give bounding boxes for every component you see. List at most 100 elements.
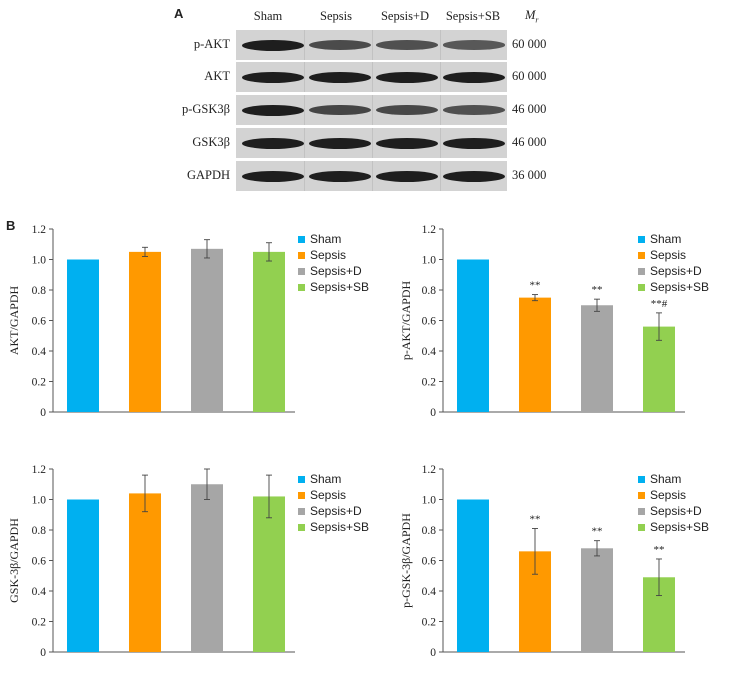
bar-sepsis-d xyxy=(191,248,223,412)
bar-sepsis-sb xyxy=(643,326,675,412)
mw-label: 60 000 xyxy=(512,69,547,83)
chart-gsk3b-gapdh: 0 0.2 0.4 0.6 0.8 1.0 1.2 GSK-3β/GAPDH Sham Sepsi… xyxy=(0,462,369,677)
legend-item: Sham xyxy=(638,231,709,247)
legend-swatch xyxy=(638,491,645,499)
y-tick-label: 0.2 xyxy=(422,617,437,629)
legend-label: Sepsis+D xyxy=(310,264,362,278)
legend-label: Sham xyxy=(650,232,682,246)
legend-swatch xyxy=(298,235,305,243)
lane-header-sepsis-sb: Sepsis+SB xyxy=(445,9,501,23)
legend: Sham Sepsis Sepsis+D Sepsis+SB xyxy=(638,231,709,295)
y-tick-label: 0.8 xyxy=(32,525,47,537)
legend-item: Sham xyxy=(298,471,369,487)
blot-row-gapdh xyxy=(236,161,507,191)
bar-sepsis-d xyxy=(581,305,613,412)
chart-svg: 0 0.2 0.4 0.6 0.8 1.0 1.2 xyxy=(32,464,295,659)
legend-label: Sham xyxy=(650,472,682,486)
legend-swatch xyxy=(298,475,305,483)
legend-label: Sepsis+SB xyxy=(310,520,370,534)
y-tick-label: 0.6 xyxy=(32,556,47,568)
significance-marker: ** xyxy=(530,513,541,525)
y-tick-label: 0.8 xyxy=(422,285,437,297)
bar-sepsis xyxy=(129,493,161,652)
significance-marker: ** xyxy=(530,280,541,292)
y-tick-label: 0.2 xyxy=(422,377,437,389)
chart-svg: 0 0.2 0.4 0.6 0.8 1.0 1.2 xyxy=(32,224,295,419)
bar-sepsis-d xyxy=(581,548,613,652)
legend-item: Sepsis+D xyxy=(298,263,369,279)
mw-label: 46 000 xyxy=(512,135,547,149)
legend-swatch xyxy=(298,267,305,275)
legend-swatch xyxy=(638,507,645,515)
y-tick-label: 0.2 xyxy=(32,617,47,629)
legend-swatch xyxy=(638,475,645,483)
significance-marker: **# xyxy=(651,298,668,310)
legend-swatch xyxy=(298,251,305,259)
legend-item: Sepsis+SB xyxy=(638,519,709,535)
legend-label: Sepsis xyxy=(650,488,687,502)
legend-swatch xyxy=(638,235,645,243)
protein-label: p-AKT xyxy=(193,37,230,51)
blot-row-p-akt xyxy=(236,30,507,60)
band-sepsis-sb xyxy=(443,40,505,50)
bar-sham xyxy=(457,499,489,652)
protein-label: GSK3β xyxy=(192,135,230,149)
panel-b-label: B xyxy=(6,218,16,233)
y-tick-label: 1.2 xyxy=(32,464,47,476)
band-sham xyxy=(242,170,304,182)
y-tick-label: 1.2 xyxy=(422,224,437,236)
panel-a-label: A xyxy=(174,6,184,21)
legend-swatch xyxy=(298,523,305,531)
y-tick-label: 0 xyxy=(40,647,46,659)
mw-label: 60 000 xyxy=(512,37,547,51)
legend-item: Sham xyxy=(638,471,709,487)
y-tick-label: 0.2 xyxy=(32,377,47,389)
legend-label: Sepsis+SB xyxy=(310,280,370,294)
legend-item: Sepsis+D xyxy=(638,263,709,279)
legend-swatch xyxy=(638,267,645,275)
y-tick-label: 1.2 xyxy=(422,464,437,476)
y-axis-label: AKT/GAPDH xyxy=(6,285,21,356)
bar-sepsis xyxy=(129,251,161,412)
y-tick-label: 0 xyxy=(430,647,436,659)
blot-row-gsk3- xyxy=(236,128,507,158)
y-axis-label: GSK-3β/GAPDH xyxy=(6,518,21,603)
chart-akt-gapdh: 0 0.2 0.4 0.6 0.8 1.0 1.2 AKT/GAPDH Sham Sepsis Se… xyxy=(0,222,369,437)
legend-label: Sepsis xyxy=(650,248,687,262)
significance-marker: ** xyxy=(654,544,665,556)
legend-item: Sepsis+SB xyxy=(298,519,369,535)
mw-label: 46 000 xyxy=(512,102,547,116)
band-sepsis-d xyxy=(376,137,438,149)
legend-label: Sham xyxy=(310,472,342,486)
legend-item: Sepsis xyxy=(638,487,709,503)
legend-swatch xyxy=(638,283,645,291)
y-tick-label: 1.0 xyxy=(32,495,47,507)
y-tick-label: 1.0 xyxy=(422,495,437,507)
bar-sepsis-sb xyxy=(253,251,285,412)
y-tick-label: 0.4 xyxy=(422,586,437,598)
legend-swatch xyxy=(638,523,645,531)
y-tick-label: 1.0 xyxy=(422,255,437,267)
legend-label: Sepsis xyxy=(310,248,347,262)
legend-item: Sepsis+D xyxy=(298,503,369,519)
y-axis-label: p-GSK-3β/GAPDH xyxy=(398,513,413,608)
band-sepsis xyxy=(309,104,371,116)
legend: Sham Sepsis Sepsis+D Sepsis+SB xyxy=(298,231,369,295)
y-tick-label: 0.6 xyxy=(32,316,47,328)
chart-p-akt-gapdh: 0 0.2 0.4 0.6 0.8 1.0 1.2 ** ** **# p-AKT/GAPDH Sha… xyxy=(370,222,730,437)
legend-item: Sepsis+D xyxy=(638,503,709,519)
legend-label: Sepsis xyxy=(310,488,347,502)
y-tick-label: 0.6 xyxy=(422,316,437,328)
blot-row-akt xyxy=(236,62,507,92)
y-tick-label: 0.8 xyxy=(422,525,437,537)
band-sepsis xyxy=(309,40,371,50)
lane-header-sepsis: Sepsis xyxy=(320,9,352,23)
legend-item: Sepsis xyxy=(298,247,369,263)
band-sepsis-sb xyxy=(443,137,505,149)
legend-label: Sham xyxy=(310,232,342,246)
y-tick-label: 0.4 xyxy=(32,586,47,598)
bar-sham xyxy=(67,259,99,412)
band-sham xyxy=(242,137,304,149)
band-sepsis-d xyxy=(376,40,438,50)
legend-item: Sepsis+SB xyxy=(638,279,709,295)
